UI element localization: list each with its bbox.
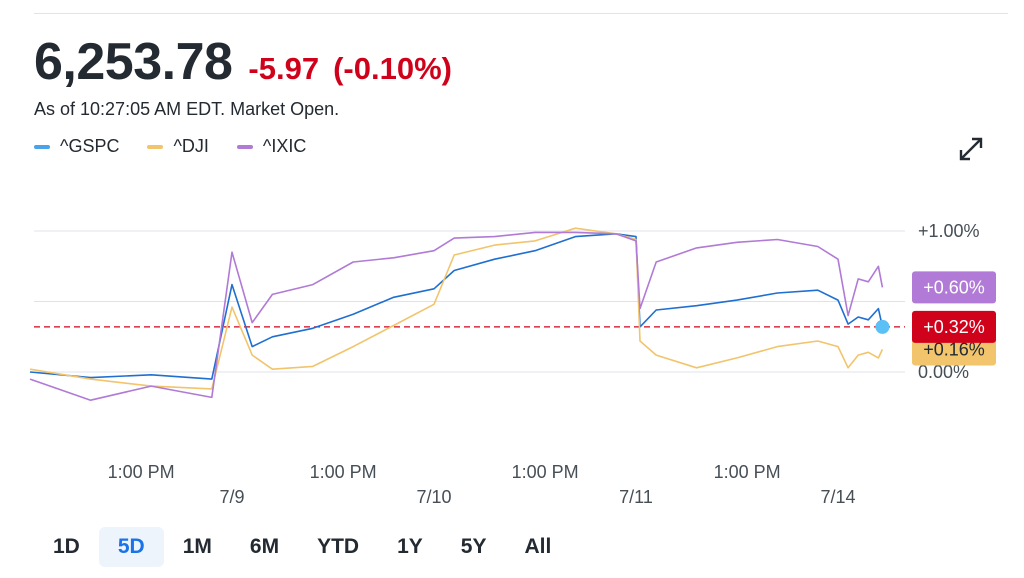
legend-label: ^GSPC: [60, 136, 120, 156]
legend-item-dji[interactable]: ^DJI: [147, 136, 209, 157]
series-line-ixic: [29, 231, 884, 402]
quote-change-percent: (-0.10%): [333, 51, 452, 86]
x-time-label: 1:00 PM: [310, 462, 377, 482]
x-time-label: 1:00 PM: [512, 462, 579, 482]
y-tick-label: +1.00%: [918, 221, 980, 241]
quote-change: -5.97: [248, 51, 320, 86]
value-badge: [912, 310, 996, 343]
range-1d[interactable]: 1D: [53, 535, 80, 558]
legend-label: ^DJI: [173, 136, 209, 156]
legend-swatch: [147, 144, 164, 149]
series-line-dji: [29, 227, 884, 390]
range-all[interactable]: All: [524, 535, 552, 558]
range-5d[interactable]: 5D: [98, 527, 164, 567]
chart-legend: ^GSPC ^DJI ^IXIC: [34, 136, 306, 157]
range-6m[interactable]: 6M: [249, 535, 280, 558]
legend-swatch: [34, 144, 50, 149]
x-time-label: 1:00 PM: [714, 462, 781, 482]
legend-item-gspc[interactable]: ^GSPC: [34, 136, 119, 157]
series-line-gspc: [29, 233, 884, 380]
quote-price: 6,253.78: [34, 33, 233, 91]
legend-label: ^IXIC: [262, 136, 307, 156]
range-5y[interactable]: 5Y: [460, 535, 487, 558]
legend-item-ixic[interactable]: ^IXIC: [236, 136, 307, 157]
value-badge-label: +0.32%: [923, 317, 985, 337]
y-tick-label: 0.00%: [918, 362, 969, 382]
range-ytd[interactable]: YTD: [317, 535, 360, 558]
range-1y[interactable]: 1Y: [397, 535, 423, 558]
x-day-label: 7/11: [619, 487, 653, 507]
as-of-text: As of 10:27:05 AM EDT. Market Open.: [34, 99, 340, 119]
expand-arrows-icon[interactable]: [958, 136, 984, 162]
last-point-marker: [875, 319, 890, 334]
top-divider: [34, 13, 1008, 14]
x-time-label: 1:00 PM: [108, 462, 175, 482]
value-badge: [912, 271, 996, 304]
x-day-label: 7/9: [219, 487, 244, 507]
value-badge-label: +0.16%: [923, 339, 985, 359]
quote-header: 6,253.78 -5.97 (-0.10%): [34, 32, 452, 92]
legend-swatch: [236, 144, 253, 149]
range-selector: 1D 5D 1M 6M YTD 1Y 5Y All: [34, 527, 570, 567]
value-badge-label: +0.60%: [923, 277, 985, 297]
x-day-label: 7/14: [820, 487, 855, 507]
range-1m[interactable]: 1M: [182, 535, 212, 558]
x-day-label: 7/10: [416, 487, 451, 507]
